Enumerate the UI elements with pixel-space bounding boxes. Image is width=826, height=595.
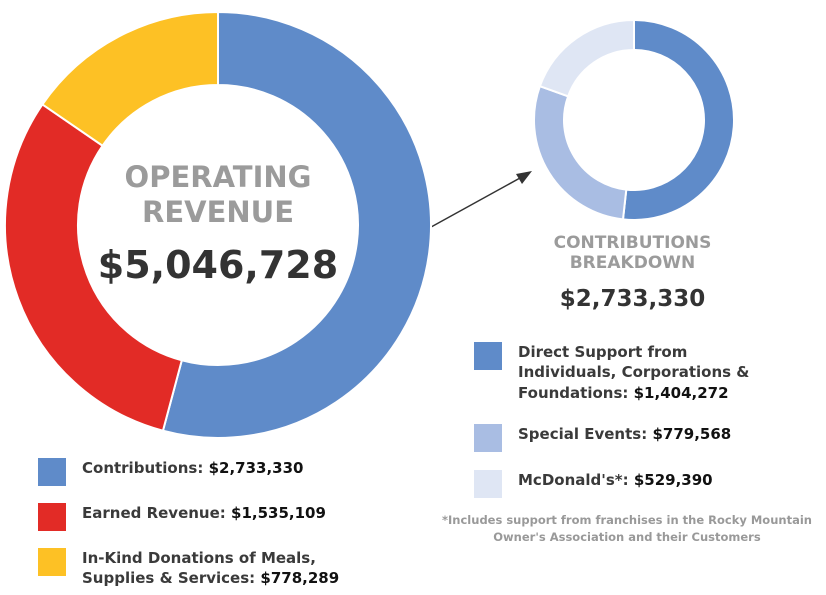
legend-item: Contributions: $2,733,330	[38, 458, 358, 486]
legend-text: Earned Revenue: $1,535,109	[82, 503, 326, 523]
donut-segment	[161, 10, 432, 439]
legend-text: Direct Support from Individuals, Corpora…	[518, 342, 774, 403]
donut-segment	[538, 18, 635, 98]
legend-value: $779,568	[652, 425, 732, 443]
legend-swatch	[38, 548, 66, 576]
legend-value: $529,390	[633, 471, 713, 489]
legend-label: Direct Support from Individuals, Corpora…	[518, 343, 750, 402]
legend-label: Earned Revenue:	[82, 504, 226, 522]
legend-item: Special Events: $779,568	[474, 424, 774, 452]
legend-text: In-Kind Donations of Meals, Supplies & S…	[82, 548, 358, 589]
legend-text: Special Events: $779,568	[518, 424, 731, 444]
donut-segment	[4, 103, 184, 432]
arrow-head	[516, 171, 532, 184]
donut-title: OPERATING REVENUE	[124, 160, 312, 229]
legend-item: Earned Revenue: $1,535,109	[38, 503, 358, 531]
donut-segment	[533, 84, 628, 221]
legend-text: McDonald's*: $529,390	[518, 470, 713, 490]
legend-item: Direct Support from Individuals, Corpora…	[474, 342, 774, 403]
footnote: *Includes support from franchises in the…	[442, 513, 812, 544]
legend-text: Contributions: $2,733,330	[82, 458, 303, 478]
legend-swatch	[474, 470, 502, 498]
legend-swatch	[38, 458, 66, 486]
legend-value: $1,404,272	[633, 383, 729, 402]
legend-label: Contributions:	[82, 459, 204, 477]
donut-title: CONTRIBUTIONS BREAKDOWN	[553, 233, 712, 274]
legend-value: $2,733,330	[208, 459, 304, 477]
donut-segment	[621, 18, 735, 221]
donut-total: $5,046,728	[97, 243, 339, 287]
legend-value: $1,535,109	[231, 504, 326, 522]
donut-segment	[41, 10, 219, 148]
legend-swatch	[474, 424, 502, 452]
legend-swatch	[474, 342, 502, 370]
legend-item: McDonald's*: $529,390	[474, 470, 774, 498]
legend-label: In-Kind Donations of Meals, Supplies & S…	[82, 549, 316, 588]
legend-swatch	[38, 503, 66, 531]
legend-value: $778,289	[260, 569, 340, 588]
legend-label: Special Events:	[518, 425, 648, 443]
legend-label: McDonald's*:	[518, 471, 629, 489]
donut-total: $2,733,330	[559, 286, 706, 312]
legend-item: In-Kind Donations of Meals, Supplies & S…	[38, 548, 358, 589]
